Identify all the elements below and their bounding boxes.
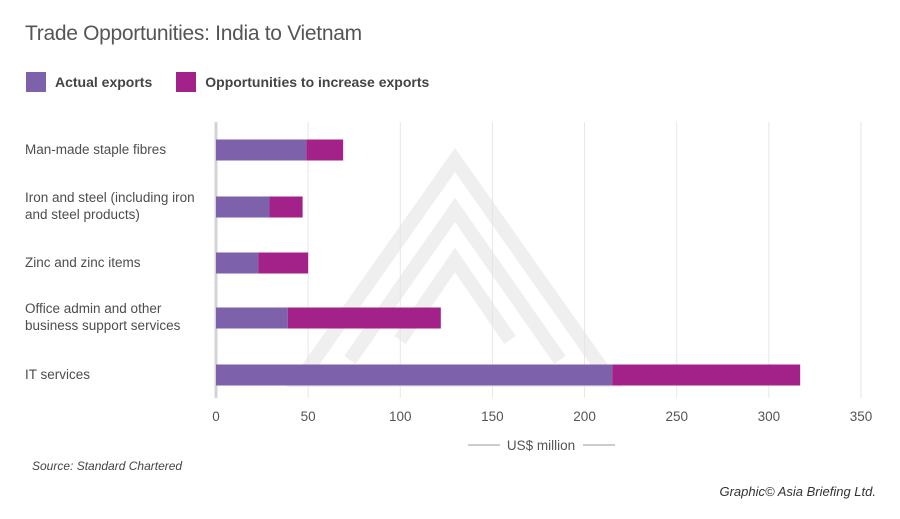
graphic-credit: Graphic© Asia Briefing Ltd. (719, 484, 876, 499)
legend-swatch-opportunities (176, 72, 197, 92)
bar-actual-exports (216, 364, 613, 386)
bar-actual-exports (216, 252, 259, 274)
watermark-logo (286, 147, 624, 387)
legend-item-actual: Actual exports (26, 72, 152, 92)
bar-opportunities (287, 307, 441, 329)
category-label-line: Zinc and zinc items (25, 254, 141, 270)
x-tick-label: 50 (301, 409, 316, 424)
bar-opportunities (258, 252, 309, 274)
legend-label-actual: Actual exports (55, 74, 153, 90)
category-label: Man-made staple fibres (25, 141, 210, 158)
category-label-line: Office admin and other (25, 301, 162, 316)
category-label: Zinc and zinc items (25, 254, 210, 271)
bar-opportunities (612, 364, 801, 386)
legend-swatch-actual (26, 72, 46, 92)
legend-item-opportunities: Opportunities to increase exports (176, 72, 429, 92)
x-tick-label: 0 (212, 409, 220, 424)
category-label-line: business support services (25, 318, 181, 333)
category-label-line: IT services (25, 366, 91, 382)
category-label-line: Iron and steel (including iron (25, 190, 195, 205)
category-label-line: and steel products) (25, 207, 140, 222)
x-tick-label: 200 (573, 409, 596, 424)
legend: Actual exports Opportunities to increase… (26, 72, 453, 92)
category-label-line: Man-made staple fibres (25, 141, 167, 157)
category-label: Office admin and other business support s… (25, 300, 210, 334)
chart-title: Trade Opportunities: India to Vietnam (25, 22, 362, 45)
bar-opportunities (269, 196, 303, 218)
x-tick-label: 300 (758, 409, 781, 424)
bar-actual-exports (216, 196, 270, 218)
x-axis-label: US$ million (507, 438, 575, 453)
source-note: Source: Standard Chartered (32, 459, 183, 473)
x-tick-label: 350 (850, 409, 873, 424)
bar-actual-exports (216, 139, 307, 161)
legend-label-opportunities: Opportunities to increase exports (205, 74, 430, 90)
x-tick-label: 250 (665, 409, 688, 424)
x-tick-label: 150 (481, 409, 504, 424)
x-tick-label: 100 (389, 409, 412, 424)
category-label: Iron and steel (including iron and steel … (25, 189, 210, 223)
bar-opportunities (306, 139, 344, 161)
bar-actual-exports (216, 307, 288, 329)
category-label: IT services (25, 366, 210, 383)
